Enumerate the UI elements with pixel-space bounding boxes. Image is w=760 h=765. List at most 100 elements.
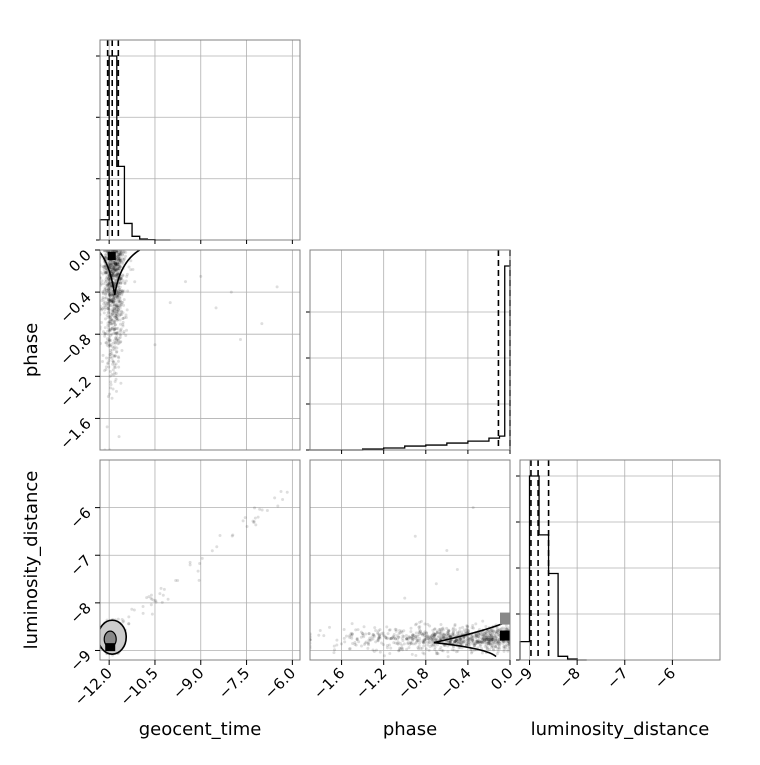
scatter-point (115, 310, 119, 314)
scatter-point (453, 624, 457, 628)
scatter-point (506, 644, 510, 648)
xaxis-label-phase: phase (383, 719, 437, 740)
scatter-point (119, 302, 123, 306)
scatter-point (107, 328, 111, 332)
scatter-point (116, 295, 120, 299)
scatter-point (129, 268, 133, 272)
scatter-point (474, 635, 478, 639)
scatter-point (107, 308, 111, 312)
scatter-point (490, 638, 494, 642)
scatter-point (388, 637, 392, 641)
scatter-point (110, 307, 114, 311)
scatter-point (101, 292, 105, 296)
scatter-point (106, 332, 110, 336)
scatter-point (445, 630, 449, 634)
scatter-point (494, 638, 498, 642)
scatter-point (455, 630, 459, 634)
scatter-point (475, 634, 479, 638)
scatter-point (470, 637, 474, 641)
scatter-point (350, 632, 354, 636)
scatter-point (453, 623, 457, 627)
scatter-point (103, 280, 107, 284)
scatter-point (481, 632, 485, 636)
scatter-point (252, 519, 256, 523)
density-peak (500, 630, 510, 641)
scatter-point (114, 314, 118, 318)
scatter-point (492, 648, 496, 652)
scatter-point (457, 638, 461, 642)
scatter-point (114, 304, 118, 308)
scatter-point (122, 619, 126, 623)
scatter-point (112, 268, 116, 272)
scatter-point (117, 258, 121, 262)
scatter-point (115, 331, 119, 335)
scatter-point (470, 634, 474, 638)
scatter-point (488, 636, 492, 640)
scatter-point (116, 258, 120, 262)
scatter-point (110, 301, 114, 305)
scatter-point (110, 372, 114, 376)
scatter-point (111, 272, 115, 276)
scatter-point (411, 637, 415, 641)
scatter-point (335, 638, 339, 642)
scatter-point (392, 641, 396, 645)
scatter-point (125, 328, 129, 332)
scatter-point (112, 272, 116, 276)
scatter-point (455, 638, 459, 642)
scatter-frame-geocent_time-luminosity_distance (99, 459, 301, 661)
scatter-point (111, 274, 115, 278)
scatter-point (102, 268, 106, 272)
scatter-point (113, 262, 117, 266)
scatter-point (481, 639, 485, 643)
scatter-point (118, 328, 122, 332)
scatter-point (108, 370, 112, 374)
scatter-point (116, 250, 120, 253)
scatter-point (422, 638, 426, 642)
scatter-point (483, 637, 487, 641)
scatter-point (402, 642, 406, 646)
scatter-point (448, 640, 452, 644)
scatter-point (376, 638, 380, 642)
scatter-point (363, 641, 367, 645)
scatter-point (416, 634, 420, 638)
scatter-point (114, 337, 118, 341)
scatter-point (459, 640, 463, 644)
scatter-point (376, 631, 380, 635)
scatter-point (116, 355, 120, 359)
scatter-point (496, 639, 500, 643)
scatter-point (467, 629, 471, 633)
scatter-point (333, 648, 337, 652)
scatter-point (110, 250, 114, 253)
scatter-point (113, 315, 117, 319)
scatter-point (113, 268, 117, 272)
scatter-point (378, 633, 382, 637)
scatter-point (474, 636, 478, 640)
scatter-point (113, 371, 117, 375)
scatter-point (111, 354, 115, 358)
scatter-point (112, 303, 116, 307)
scatter-point (116, 255, 120, 259)
scatter-point (124, 279, 128, 283)
scatter-point (106, 281, 110, 285)
scatter-point (421, 640, 425, 644)
scatter-point (113, 295, 117, 299)
scatter-point (110, 332, 114, 336)
scatter-point (369, 638, 373, 642)
scatter-point (117, 308, 121, 312)
scatter-point (493, 645, 497, 649)
scatter-point (106, 362, 110, 366)
scatter-point (125, 272, 129, 276)
scatter-point (422, 641, 426, 645)
scatter-point (495, 631, 499, 635)
scatter-point (115, 272, 119, 276)
scatter-point (113, 336, 117, 340)
scatter-point (105, 275, 109, 279)
scatter-point (394, 628, 398, 632)
scatter-point (116, 305, 120, 309)
scatter-point (411, 642, 415, 646)
scatter-point (480, 651, 484, 655)
scatter-point (110, 327, 114, 331)
scatter-point (377, 633, 381, 637)
scatter-point (118, 251, 122, 255)
scatter-point (507, 641, 510, 645)
